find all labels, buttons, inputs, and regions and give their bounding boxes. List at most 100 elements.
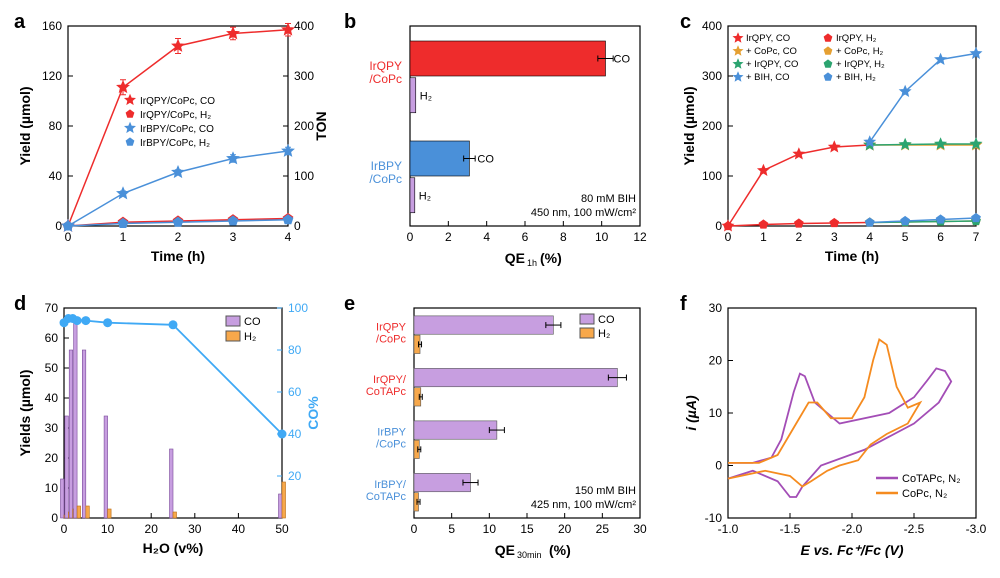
svg-text:CoTAPc: CoTAPc (366, 386, 407, 398)
svg-text:20: 20 (145, 522, 159, 536)
svg-text:10: 10 (595, 230, 609, 244)
svg-text:60: 60 (288, 385, 302, 399)
svg-text:20: 20 (45, 451, 59, 465)
svg-text:8: 8 (560, 230, 567, 244)
svg-text:70: 70 (45, 301, 59, 315)
svg-text:300: 300 (702, 69, 722, 83)
svg-text:H₂O (v%): H₂O (v%) (143, 540, 204, 556)
panel-e: e 051015202530QE30min(%)IrQPY/CoPcIrQPY/… (340, 290, 660, 570)
svg-text:IrQPY, H₂: IrQPY, H₂ (836, 33, 877, 44)
svg-text:0: 0 (725, 230, 732, 244)
svg-text:CO%: CO% (305, 396, 321, 430)
svg-text:CoTAPc, N₂: CoTAPc, N₂ (902, 473, 960, 485)
panel-d: d 0102030405001020304050607020406080100H… (10, 290, 330, 570)
svg-text:+ IrQPY, CO: + IrQPY, CO (746, 59, 798, 70)
svg-text:50: 50 (45, 361, 59, 375)
svg-text:40: 40 (232, 522, 246, 536)
panel-f: f -1.0-1.5-2.0-2.5-3.0-100102030E vs. Fc… (676, 290, 996, 570)
svg-text:-2.5: -2.5 (904, 522, 925, 536)
svg-text:QE: QE (505, 250, 525, 266)
svg-text:/CoPc: /CoPc (376, 333, 406, 345)
svg-text:1: 1 (760, 230, 767, 244)
svg-text:i (µA): i (µA) (683, 395, 699, 431)
svg-text:400: 400 (294, 19, 314, 33)
svg-text:7: 7 (973, 230, 980, 244)
svg-text:80: 80 (288, 343, 302, 357)
svg-text:Yield (µmol): Yield (µmol) (681, 86, 697, 165)
svg-text:40: 40 (49, 169, 63, 183)
svg-text:Yield (µmol): Yield (µmol) (17, 86, 33, 165)
svg-text:H₂: H₂ (244, 331, 256, 343)
svg-text:IrQPY: IrQPY (376, 321, 407, 333)
svg-text:50: 50 (275, 522, 289, 536)
svg-text:20: 20 (558, 522, 572, 536)
svg-text:10: 10 (709, 406, 723, 420)
svg-text:80 mM BIH: 80 mM BIH (581, 193, 636, 205)
panel-c-label: c (680, 11, 691, 33)
svg-text:6: 6 (522, 230, 529, 244)
svg-text:CO: CO (598, 314, 615, 326)
svg-text:4: 4 (866, 230, 873, 244)
svg-text:10: 10 (101, 522, 115, 536)
panel-e-label: e (344, 293, 355, 315)
svg-text:CoTAPc: CoTAPc (366, 491, 407, 503)
svg-text:-3.0: -3.0 (966, 522, 987, 536)
svg-text:20: 20 (709, 354, 723, 368)
svg-text:40: 40 (45, 391, 59, 405)
svg-text:/CoPc: /CoPc (369, 72, 402, 86)
svg-text:100: 100 (288, 301, 308, 315)
svg-text:200: 200 (702, 119, 722, 133)
svg-text:+ IrQPY, H₂: + IrQPY, H₂ (836, 59, 885, 70)
svg-text:CO: CO (614, 54, 631, 66)
svg-text:QE: QE (495, 542, 515, 558)
svg-text:2: 2 (445, 230, 452, 244)
panel-a-label: a (14, 11, 26, 33)
svg-text:0: 0 (411, 522, 418, 536)
svg-text:/CoPc: /CoPc (369, 172, 402, 186)
svg-text:TON: TON (313, 111, 329, 140)
svg-text:+ CoPc, H₂: + CoPc, H₂ (836, 46, 884, 57)
svg-text:0: 0 (61, 522, 68, 536)
svg-text:30: 30 (633, 522, 647, 536)
panel-b: b 024681012QE1h(%)IrQPY/CoPcCOH₂IrBPY/Co… (340, 8, 660, 273)
svg-text:IrBPY/CoPc, H₂: IrBPY/CoPc, H₂ (140, 138, 210, 149)
svg-text:/CoPc: /CoPc (376, 438, 406, 450)
panel-b-label: b (344, 11, 356, 33)
svg-text:0: 0 (407, 230, 414, 244)
svg-text:+ BIH, H₂: + BIH, H₂ (836, 72, 876, 83)
svg-text:IrBPY: IrBPY (371, 159, 402, 173)
panel-d-label: d (14, 293, 26, 315)
svg-text:+ BIH, CO: + BIH, CO (746, 72, 790, 83)
svg-text:E vs. Fc⁺/Fc (V): E vs. Fc⁺/Fc (V) (800, 542, 903, 558)
svg-text:(%): (%) (549, 542, 571, 558)
svg-text:4: 4 (483, 230, 490, 244)
svg-text:1: 1 (120, 230, 127, 244)
svg-text:450 nm, 100 mW/cm²: 450 nm, 100 mW/cm² (531, 207, 636, 219)
svg-text:80: 80 (49, 119, 63, 133)
svg-text:IrBPY: IrBPY (377, 426, 406, 438)
svg-text:IrQPY/CoPc, CO: IrQPY/CoPc, CO (140, 96, 215, 107)
svg-text:0: 0 (55, 219, 62, 233)
svg-text:300: 300 (294, 69, 314, 83)
svg-text:120: 120 (42, 69, 62, 83)
svg-text:2: 2 (796, 230, 803, 244)
svg-text:100: 100 (294, 169, 314, 183)
svg-text:160: 160 (42, 19, 62, 33)
svg-text:12: 12 (633, 230, 647, 244)
svg-text:400: 400 (702, 19, 722, 33)
svg-text:IrQPY: IrQPY (369, 59, 402, 73)
svg-text:3: 3 (831, 230, 838, 244)
svg-text:30: 30 (188, 522, 202, 536)
svg-text:CO: CO (244, 316, 261, 328)
svg-text:+ CoPc, CO: + CoPc, CO (746, 46, 797, 57)
panel-f-label: f (680, 293, 687, 315)
svg-text:20: 20 (288, 469, 302, 483)
svg-text:0: 0 (51, 511, 58, 525)
svg-text:0: 0 (294, 219, 301, 233)
svg-text:1h: 1h (527, 258, 537, 268)
svg-text:5: 5 (902, 230, 909, 244)
svg-text:H₂: H₂ (419, 190, 431, 202)
panel-a: a 01234040801201600100200300400Time (h)Y… (10, 8, 330, 273)
svg-text:-1.5: -1.5 (780, 522, 801, 536)
svg-text:-2.0: -2.0 (842, 522, 863, 536)
